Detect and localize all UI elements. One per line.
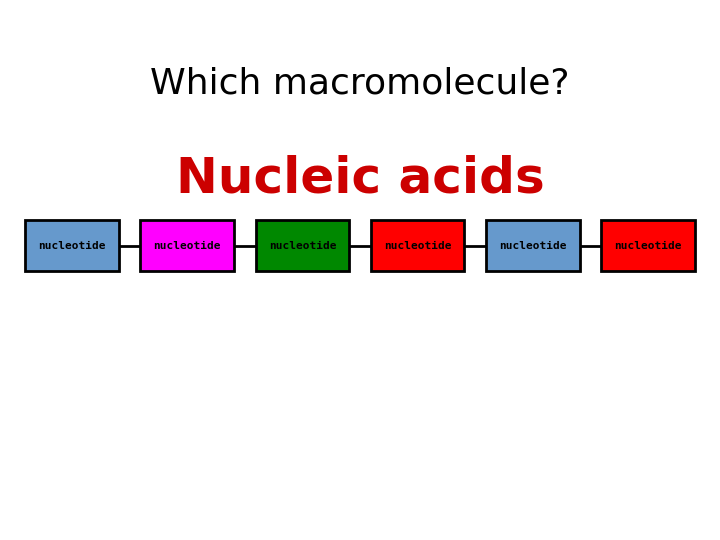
Text: nucleotide: nucleotide — [614, 241, 682, 251]
FancyBboxPatch shape — [256, 220, 349, 271]
Text: nucleotide: nucleotide — [384, 241, 451, 251]
FancyBboxPatch shape — [25, 220, 119, 271]
Text: nucleotide: nucleotide — [269, 241, 336, 251]
Text: nucleotide: nucleotide — [38, 241, 106, 251]
Text: Which macromolecule?: Which macromolecule? — [150, 67, 570, 100]
FancyBboxPatch shape — [486, 220, 580, 271]
FancyBboxPatch shape — [371, 220, 464, 271]
Text: Nucleic acids: Nucleic acids — [176, 154, 544, 202]
Text: nucleotide: nucleotide — [499, 241, 567, 251]
Text: nucleotide: nucleotide — [153, 241, 221, 251]
FancyBboxPatch shape — [601, 220, 695, 271]
FancyBboxPatch shape — [140, 220, 234, 271]
